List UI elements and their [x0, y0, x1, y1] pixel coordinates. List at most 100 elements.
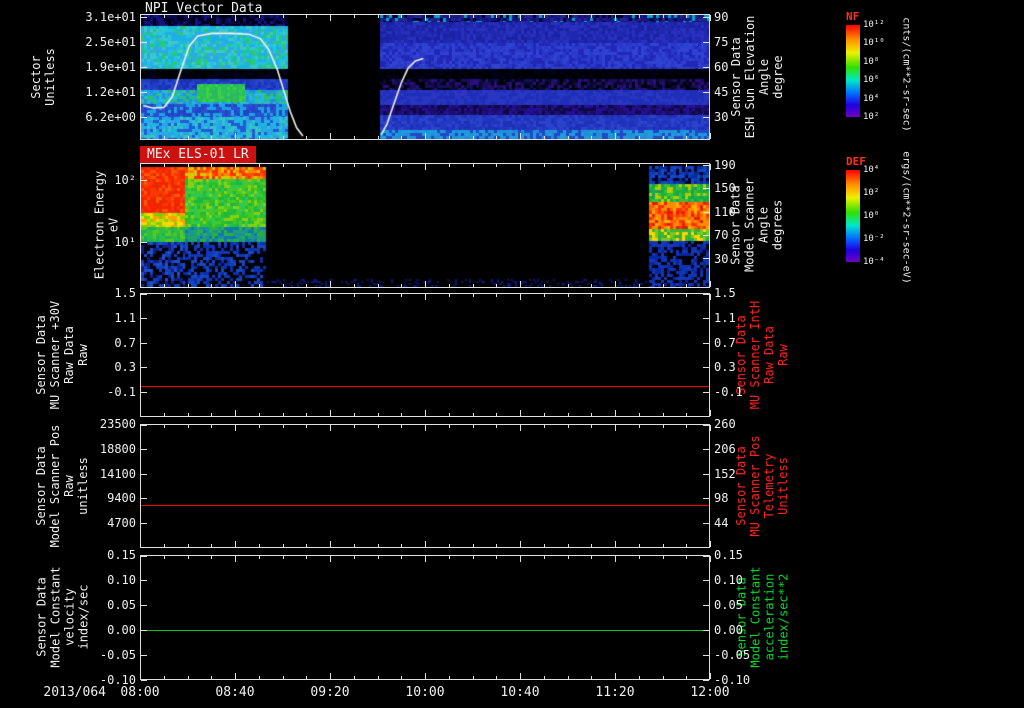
tick-mark	[710, 164, 711, 170]
tick-mark	[662, 544, 664, 547]
tick-mark	[615, 294, 616, 300]
tick-mark	[520, 294, 521, 300]
tick-label: 0.10	[107, 573, 136, 587]
tick-mark	[258, 676, 260, 679]
tick-mark	[448, 284, 450, 287]
tick-mark	[703, 474, 709, 475]
tick-mark	[140, 133, 141, 139]
tick-mark	[163, 164, 165, 167]
tick-label: 0.00	[714, 623, 743, 637]
tick-mark	[140, 281, 141, 287]
tick-mark	[638, 413, 640, 416]
tick-label: 10¹	[114, 235, 136, 249]
tick-mark	[141, 117, 147, 118]
tick-mark	[686, 284, 688, 287]
tick-mark	[425, 15, 426, 21]
tick-mark	[141, 180, 147, 181]
tick-mark	[448, 136, 450, 139]
tick-mark	[187, 294, 189, 297]
tick-mark	[472, 556, 474, 559]
tick-mark	[638, 164, 640, 167]
tick-mark	[543, 676, 545, 679]
tick-mark	[448, 413, 450, 416]
npi-panel	[140, 14, 710, 140]
tick-mark	[662, 164, 664, 167]
tick-label: 1.5	[714, 286, 736, 300]
tick-mark	[567, 164, 569, 167]
tick-mark	[258, 413, 260, 416]
tick-mark	[140, 164, 141, 170]
tick-mark	[703, 294, 709, 295]
tick-mark	[703, 318, 709, 319]
def-colorbar-title: DEF	[846, 155, 866, 168]
tick-mark	[353, 15, 355, 18]
tick-label: 30	[714, 252, 729, 266]
tick-mark	[710, 281, 711, 287]
tick-mark	[330, 15, 331, 21]
tick-mark	[141, 242, 147, 243]
tick-mark	[543, 294, 545, 297]
tick-mark	[377, 294, 379, 297]
tick-mark	[686, 425, 688, 428]
tick-mark	[496, 676, 498, 679]
tick-mark	[591, 164, 593, 167]
tick-mark	[187, 413, 189, 416]
tick-label: 0.7	[714, 336, 736, 350]
tick-mark	[703, 580, 709, 581]
colorbar-tick-label: 10⁸	[863, 57, 880, 67]
tick-mark	[567, 425, 569, 428]
tick-mark	[211, 164, 213, 167]
tick-mark	[258, 15, 260, 18]
tick-mark	[703, 92, 709, 93]
tick-mark	[638, 544, 640, 547]
tick-label: -0.05	[99, 648, 136, 662]
tick-label: 3.1e+01	[85, 10, 136, 24]
tick-mark	[615, 425, 616, 431]
tick-mark	[472, 413, 474, 416]
tick-label: 1.9e+01	[85, 60, 136, 74]
tick-mark	[567, 294, 569, 297]
tick-mark	[141, 474, 147, 475]
tick-mark	[141, 425, 147, 426]
npi-panel-title: NPI Vector Data	[145, 1, 263, 16]
tick-mark	[330, 673, 331, 679]
tick-mark	[567, 15, 569, 18]
tick-mark	[141, 17, 147, 18]
tick-mark	[187, 15, 189, 18]
colorbar-tick-label: 10²	[863, 188, 880, 198]
tick-mark	[472, 15, 474, 18]
tick-mark	[703, 449, 709, 450]
tick-label: 4700	[107, 516, 136, 530]
tick-mark	[615, 164, 616, 170]
tick-mark	[472, 294, 474, 297]
tick-mark	[306, 425, 308, 428]
tick-mark	[330, 294, 331, 300]
tick-mark	[520, 425, 521, 431]
tick-mark	[235, 294, 236, 300]
tick-mark	[401, 425, 403, 428]
tick-mark	[448, 164, 450, 167]
tick-mark	[141, 318, 147, 319]
tick-label: 190	[714, 158, 736, 172]
scanner-pos-panel	[140, 424, 710, 548]
tick-mark	[306, 294, 308, 297]
tick-mark	[448, 15, 450, 18]
tick-mark	[472, 544, 474, 547]
x-tick-label: 10:00	[405, 685, 445, 700]
tick-mark	[591, 556, 593, 559]
tick-label: 0.05	[714, 598, 743, 612]
tick-mark	[330, 541, 331, 547]
tick-mark	[306, 15, 308, 18]
tick-mark	[425, 294, 426, 300]
tick-mark	[496, 556, 498, 559]
tick-mark	[543, 425, 545, 428]
npi-spectrogram-canvas	[141, 15, 709, 139]
tick-mark	[163, 544, 165, 547]
tick-mark	[377, 413, 379, 416]
tick-mark	[703, 680, 709, 681]
tick-mark	[353, 544, 355, 547]
tick-label: -0.10	[99, 673, 136, 687]
tick-mark	[703, 212, 709, 213]
tick-mark	[703, 605, 709, 606]
